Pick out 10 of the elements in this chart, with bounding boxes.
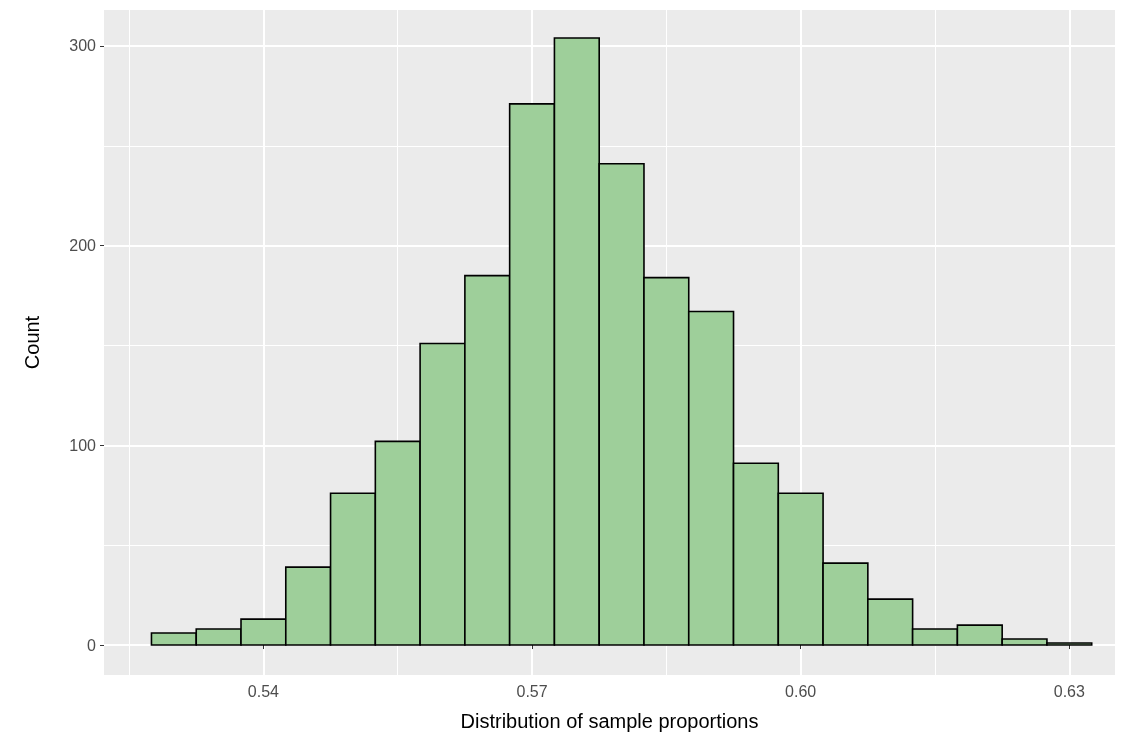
x-tick-label: 0.63 — [1053, 682, 1085, 700]
x-tick-label: 0.57 — [516, 682, 548, 700]
y-tick-label: 0 — [87, 636, 97, 654]
x-tick-label: 0.60 — [785, 682, 817, 700]
x-axis-title: Distribution of sample proportions — [460, 710, 759, 732]
y-tick-label: 200 — [69, 237, 97, 255]
y-axis-title: Count — [21, 315, 43, 370]
y-tick-label: 300 — [69, 37, 97, 55]
y-tick-label: 100 — [69, 436, 97, 454]
x-tick-label: 0.54 — [247, 682, 280, 700]
